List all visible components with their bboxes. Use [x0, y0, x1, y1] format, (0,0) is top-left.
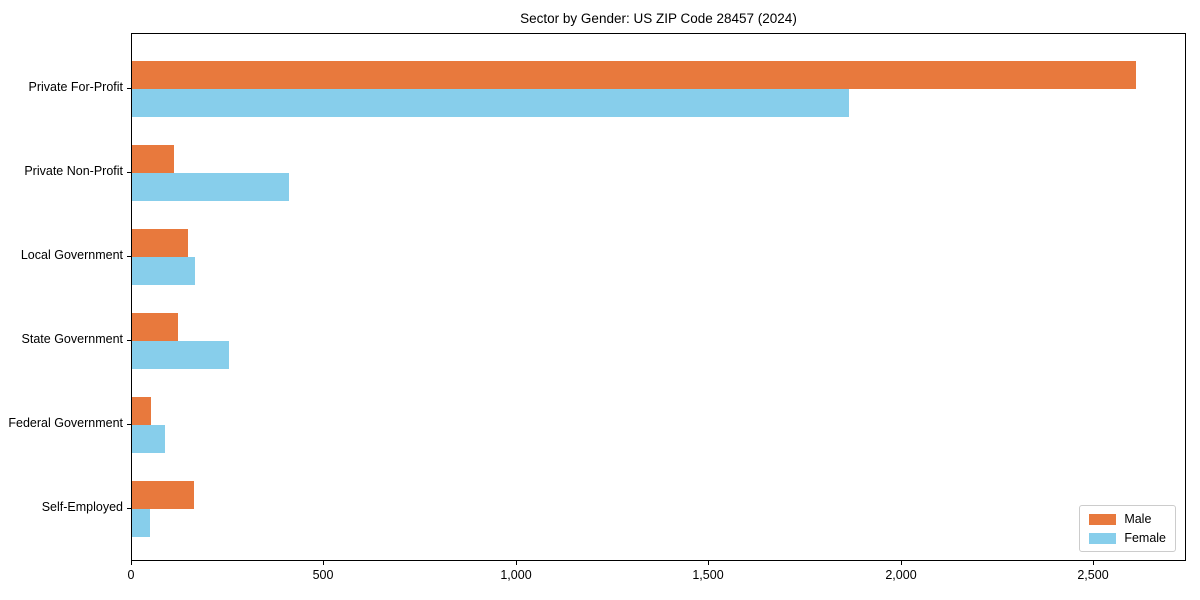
bar-female-private-for-profit — [132, 89, 849, 117]
x-axis-tick — [901, 561, 902, 565]
legend-row-male: Male — [1089, 512, 1166, 526]
x-axis-tick — [516, 561, 517, 565]
bar-male-private-non-profit — [132, 145, 174, 173]
legend-label-female: Female — [1124, 531, 1166, 545]
y-axis-tick — [127, 340, 131, 341]
x-axis-tick — [1093, 561, 1094, 565]
x-axis-tick — [323, 561, 324, 565]
bar-male-private-for-profit — [132, 61, 1136, 89]
bar-female-state-government — [132, 341, 229, 369]
y-tick-label-self-employed: Self-Employed — [41, 500, 123, 514]
y-axis-tick — [127, 172, 131, 173]
bar-male-federal-government — [132, 397, 151, 425]
y-axis-tick — [127, 508, 131, 509]
bar-male-local-government — [132, 229, 188, 257]
x-axis-tick — [708, 561, 709, 565]
bar-female-federal-government — [132, 425, 165, 453]
chart-title: Sector by Gender: US ZIP Code 28457 (202… — [520, 11, 797, 26]
legend: Male Female — [1079, 505, 1176, 552]
x-tick-label-1-000: 1,000 — [500, 568, 532, 582]
x-tick-label-500: 500 — [312, 568, 334, 582]
y-tick-label-federal-government: Federal Government — [8, 416, 123, 430]
x-tick-label-1-500: 1,500 — [692, 568, 724, 582]
bar-male-state-government — [132, 313, 178, 341]
bar-female-local-government — [132, 257, 195, 285]
y-axis-tick — [127, 424, 131, 425]
bar-male-self-employed — [132, 481, 194, 509]
y-tick-label-local-government: Local Government — [20, 248, 123, 262]
legend-swatch-male — [1089, 513, 1117, 525]
y-tick-label-private-non-profit: Private Non-Profit — [24, 164, 123, 178]
legend-swatch-female — [1089, 532, 1117, 544]
y-tick-label-private-for-profit: Private For-Profit — [28, 80, 123, 94]
x-tick-label-0: 0 — [127, 568, 135, 582]
y-tick-label-state-government: State Government — [21, 332, 123, 346]
x-tick-label-2-500: 2,500 — [1077, 568, 1109, 582]
legend-label-male: Male — [1124, 512, 1152, 526]
x-tick-label-2-000: 2,000 — [885, 568, 917, 582]
y-axis-tick — [127, 88, 131, 89]
legend-row-female: Female — [1089, 531, 1166, 545]
x-axis-tick — [131, 561, 132, 565]
y-axis-tick — [127, 256, 131, 257]
plot-area: Male Female — [131, 33, 1186, 561]
bar-female-private-non-profit — [132, 173, 289, 201]
bar-female-self-employed — [132, 509, 150, 537]
